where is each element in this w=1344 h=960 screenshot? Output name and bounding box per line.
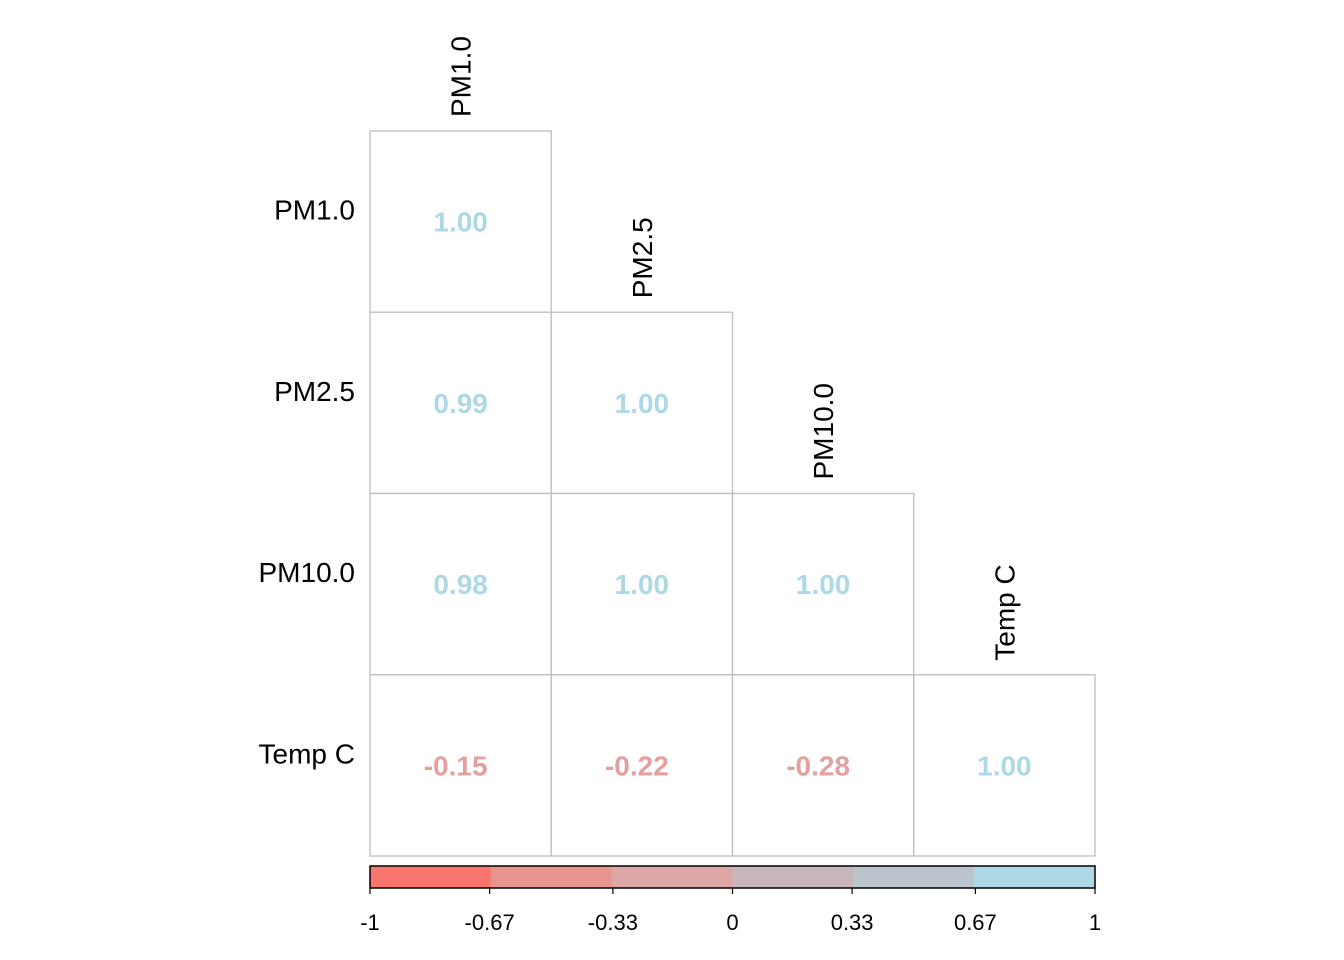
cell-value: -0.22 — [605, 750, 669, 781]
colorbar: -1 -0.67 -0.33 0 0.33 0.67 1 — [360, 865, 1101, 935]
colorbar-segment — [974, 866, 1096, 888]
row-label-temp-c: Temp C — [259, 738, 355, 769]
column-label-pm1-0: PM1.0 — [446, 36, 477, 117]
cell-pm10-0-pm2-5 — [550, 492, 734, 676]
cell-value: -0.15 — [424, 750, 488, 781]
column-labels: PM1.0 PM2.5 PM10.0 Temp C — [446, 36, 1021, 661]
cell-pm10-0-pm1-0 — [369, 492, 552, 676]
cell-temp-c-pm2-5 — [550, 674, 734, 857]
colorbar-segment — [611, 866, 733, 888]
colorbar-tick-label: 0.33 — [831, 910, 874, 935]
cell-temp-c-temp-c — [913, 674, 1096, 857]
cell-value: 1.00 — [615, 569, 670, 600]
colorbar-tick-label: -0.33 — [588, 910, 638, 935]
row-label-pm2-5: PM2.5 — [274, 376, 355, 407]
colorbar-tick-label: 0.67 — [954, 910, 997, 935]
colorbar-tick-label: 1 — [1089, 910, 1101, 935]
colorbar-segment — [853, 866, 975, 888]
cell-value: 0.98 — [433, 569, 488, 600]
colorbar-tick-label: -0.67 — [465, 910, 515, 935]
cell-pm2-5-pm2-5 — [550, 311, 734, 495]
column-label-temp-c: Temp C — [989, 564, 1020, 660]
cell-pm1-0-pm1-0 — [369, 130, 552, 313]
cell-value: 1.00 — [977, 750, 1032, 781]
cell-temp-c-pm1-0 — [369, 674, 552, 857]
colorbar-segment — [732, 866, 854, 888]
column-label-pm2-5: PM2.5 — [627, 217, 658, 298]
column-label-pm10-0: PM10.0 — [808, 383, 839, 480]
colorbar-segment — [370, 866, 492, 888]
cell-value: 0.99 — [433, 388, 488, 419]
cell-temp-c-pm10-0 — [731, 674, 915, 857]
correlation-cells: 1.00 0.99 1.00 0.98 1.00 1.00 -0.15 -0.22 -0.28 1… — [369, 130, 1096, 857]
row-label-pm1-0: PM1.0 — [274, 195, 355, 226]
cell-value: 1.00 — [433, 207, 488, 238]
row-label-pm10-0: PM10.0 — [259, 557, 356, 588]
row-labels: PM1.0 PM2.5 PM10.0 Temp C — [259, 195, 356, 770]
colorbar-tick-label: -1 — [360, 910, 380, 935]
cell-pm2-5-pm1-0 — [369, 311, 552, 495]
colorbar-tick-label: 0 — [726, 910, 738, 935]
cell-pm10-0-pm10-0 — [731, 492, 915, 676]
cell-value: 1.00 — [796, 569, 851, 600]
colorbar-segment — [490, 866, 613, 888]
cell-value: -0.28 — [786, 750, 850, 781]
cell-value: 1.00 — [615, 388, 670, 419]
